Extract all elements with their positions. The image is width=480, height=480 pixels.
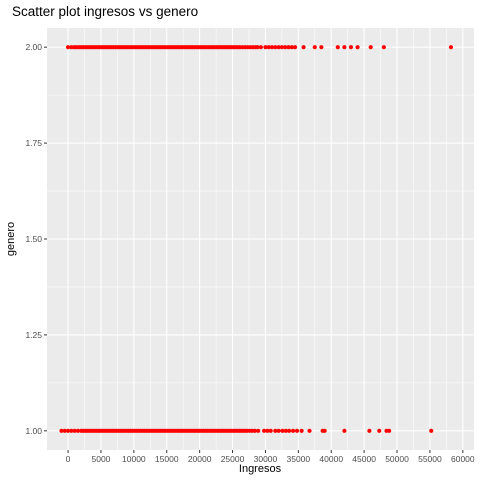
- data-point: [62, 428, 67, 433]
- data-point: [276, 428, 281, 433]
- y-tick-label: 1.00: [25, 426, 42, 436]
- data-point: [283, 428, 288, 433]
- data-point: [287, 428, 292, 433]
- data-point: [252, 428, 258, 433]
- y-axis-title: genero: [5, 222, 17, 256]
- data-point: [307, 428, 312, 433]
- data-point: [265, 428, 270, 433]
- x-tick-label: 35000: [287, 454, 311, 464]
- x-tick-label: 30000: [254, 454, 278, 464]
- data-point: [429, 428, 434, 433]
- data-point: [280, 428, 285, 433]
- data-point: [301, 45, 306, 50]
- data-point: [381, 45, 386, 50]
- data-point: [69, 428, 74, 433]
- data-point: [377, 428, 382, 433]
- data-point: [273, 428, 278, 433]
- data-point: [348, 45, 354, 50]
- data-point: [292, 45, 298, 50]
- data-point: [342, 45, 347, 50]
- x-tick-label: 60000: [451, 454, 475, 464]
- data-point: [268, 428, 273, 433]
- data-point: [65, 45, 71, 50]
- data-point: [355, 45, 360, 50]
- x-tick-label: 5000: [91, 454, 110, 464]
- data-point: [342, 428, 347, 433]
- x-tick-label: 15000: [155, 454, 179, 464]
- chart-title: Scatter plot ingresos vs genero: [12, 4, 198, 19]
- data-point: [263, 45, 268, 50]
- data-point: [286, 45, 291, 50]
- y-tick-label: 1.25: [25, 330, 42, 340]
- x-tick-label: 50000: [385, 454, 409, 464]
- data-point: [59, 428, 64, 433]
- data-point: [294, 428, 300, 433]
- x-axis-title: Ingresos: [239, 463, 282, 475]
- data-point: [368, 45, 373, 50]
- data-point: [256, 428, 261, 433]
- data-point: [319, 45, 324, 50]
- data-point: [448, 45, 454, 50]
- data-point: [65, 428, 71, 433]
- y-tick-label: 2.00: [25, 42, 42, 52]
- data-point: [312, 45, 317, 50]
- gridlines: [47, 28, 474, 450]
- data-points: [59, 45, 454, 433]
- x-tick-label: 55000: [418, 454, 442, 464]
- x-tick-label: 25000: [221, 454, 245, 464]
- data-point: [367, 428, 372, 433]
- data-point: [283, 45, 288, 50]
- data-point: [335, 45, 340, 50]
- x-tick-label: 45000: [352, 454, 376, 464]
- data-point: [279, 45, 284, 50]
- data-point: [273, 45, 278, 50]
- data-point: [387, 428, 392, 433]
- data-point: [289, 45, 294, 50]
- data-point: [276, 45, 281, 50]
- x-tick-label: 40000: [319, 454, 343, 464]
- data-point: [266, 45, 271, 50]
- y-axis-ticks: 1.00 1.25 1.50 1.75 2.00: [25, 42, 47, 436]
- x-axis-ticks: 0 5000 10000 15000 20000 25000 30000 35000 40000…: [66, 450, 475, 464]
- data-point: [255, 45, 260, 50]
- x-tick-label: 10000: [122, 454, 146, 464]
- data-point: [290, 428, 296, 433]
- data-point: [269, 45, 275, 50]
- y-tick-label: 1.50: [25, 234, 42, 244]
- data-point: [262, 428, 267, 433]
- data-point: [75, 428, 81, 433]
- data-point: [72, 428, 77, 433]
- x-tick-label: 20000: [188, 454, 212, 464]
- y-tick-label: 1.75: [25, 138, 42, 148]
- data-point: [258, 45, 263, 50]
- data-point: [299, 428, 304, 433]
- x-tick-label: 0: [66, 454, 71, 464]
- data-point: [322, 428, 327, 433]
